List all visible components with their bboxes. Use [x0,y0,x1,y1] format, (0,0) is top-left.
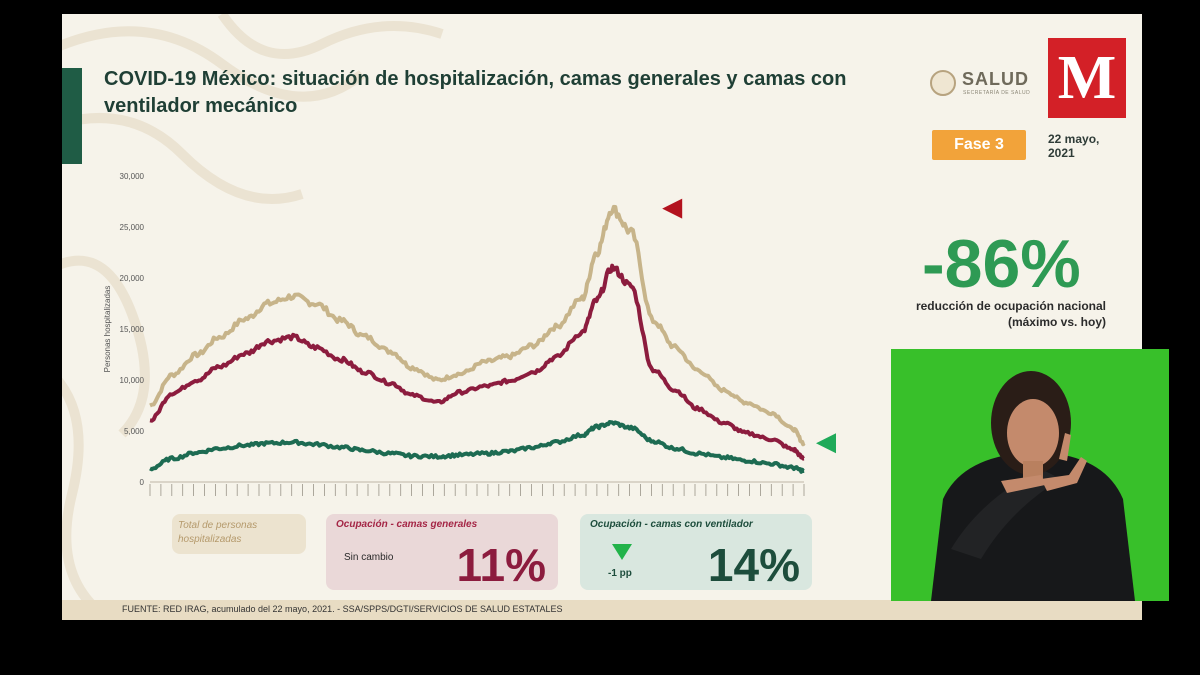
legend-generales-box: Ocupación - camas generales Sin cambio 1… [326,514,558,590]
current-marker-icon [816,433,836,454]
series-line-1 [149,263,806,461]
reduction-percentage: -86% [922,226,1081,302]
report-date: 22 mayo, 2021 [1048,132,1100,160]
phase-badge: Fase 3 [932,130,1026,160]
series-line-2 [149,420,806,474]
salud-logo-text: SALUD [962,69,1029,89]
sign-language-interpreter-video [891,349,1169,601]
hospitalization-line-chart: 0 5,000 10,000 15,000 20,000 25,000 30,000 Pers… [103,172,836,496]
source-footer: FUENTE: RED IRAG, acumulado del 22 mayo,… [62,600,1142,620]
y-tick-label: 20,000 [120,274,145,283]
broadcaster-logo: M [1048,38,1126,118]
generales-status: Sin cambio [344,552,394,563]
y-tick-label: 15,000 [120,325,145,334]
y-tick-label: 10,000 [120,376,145,385]
presentation-slide: COVID-19 México: situación de hospitaliz… [62,14,1142,620]
legend-ventilador-box: Ocupación - camas con ventilador -1 pp 1… [580,514,812,590]
salud-logo-subtext: SECRETARÍA DE SALUD [963,90,1031,96]
page-title: COVID-19 México: situación de hospitaliz… [104,68,847,117]
y-tick-label: 5,000 [124,427,145,436]
salud-logo: SALUD SECRETARÍA DE SALUD [930,68,1040,104]
y-tick-label: 30,000 [120,172,145,181]
legend-total-label: Total de personas hospitalizadas [178,520,258,545]
ventilador-percentage: 14% [707,539,800,591]
series-layer [149,204,806,474]
title-accent-bar [62,68,82,164]
series-line-0 [149,204,806,447]
legend-total-box: Total de personas hospitalizadas [172,514,306,554]
national-seal-icon [930,70,956,96]
reduction-label: reducción de ocupación nacional (máximo … [915,299,1106,329]
generales-percentage: 11% [456,539,546,591]
decrease-arrow-icon [612,544,632,560]
ventilador-status: -1 pp [608,568,632,579]
y-axis: 0 5,000 10,000 15,000 20,000 25,000 30,000 Pers… [103,172,804,487]
y-tick-label: 0 [140,478,145,487]
legend-generales-title: Ocupación - camas generales [336,519,478,530]
peak-marker-icon [662,198,683,219]
y-axis-label: Personas hospitalizadas [103,286,112,373]
source-text: FUENTE: RED IRAG, acumulado del 22 mayo,… [122,604,563,614]
marker-layer [662,198,836,454]
legend-ventilador-title: Ocupación - camas con ventilador [590,519,753,530]
x-axis [149,484,805,496]
interpreter-figure [931,371,1135,601]
y-tick-label: 25,000 [120,223,145,232]
